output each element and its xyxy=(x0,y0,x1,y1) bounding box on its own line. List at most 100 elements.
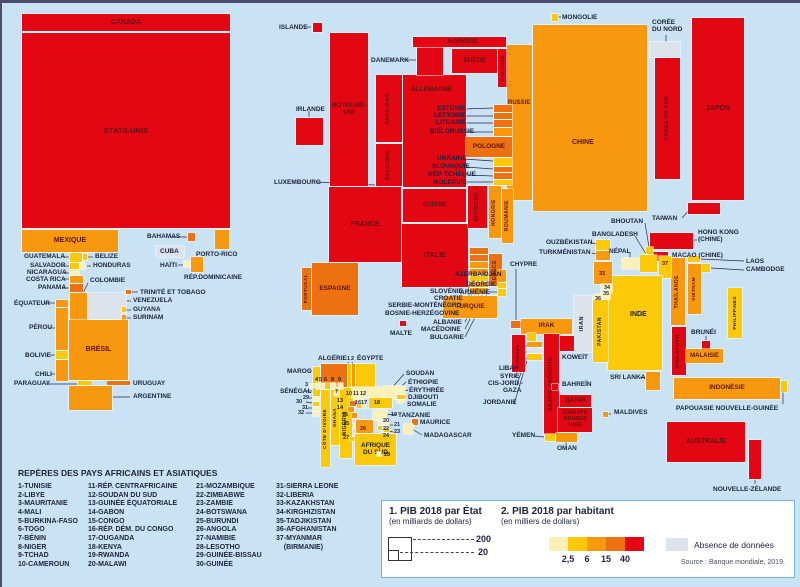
map-label-alg-rie: ALGÉRIE xyxy=(318,355,347,362)
map-frame-left xyxy=(0,0,2,587)
country-maurice xyxy=(412,419,418,425)
country-kazakhstan xyxy=(594,262,612,284)
map-label-allemagne: ALLEMAGNE xyxy=(411,86,453,93)
country-ghana: GHANA xyxy=(331,390,339,445)
country-mongolie xyxy=(552,14,558,21)
key-column-4: 31-SIERRA LEONE 32-LIBERIA 33-KAZAKHSTAN… xyxy=(276,483,339,551)
country-label-suisse: SUISSE xyxy=(422,201,447,209)
map-label-y-men: YÉMEN xyxy=(512,432,536,439)
country-jordanie xyxy=(527,354,542,360)
map-label-bi-lorussie: BIÉLORUSSIE xyxy=(430,128,475,135)
map-label-maldives: MALDIVES xyxy=(614,409,648,416)
country-label-pologne: POLOGNE xyxy=(472,142,506,150)
country-label-japon: JAPON xyxy=(705,105,731,113)
capita-tick-2-5: 2,5 xyxy=(561,554,575,564)
country-centrafricaine-11 xyxy=(354,398,358,403)
pointer-line xyxy=(388,430,394,433)
country-trinite-et-tobago xyxy=(126,290,131,294)
country-tunisie-1 xyxy=(348,364,351,387)
country-etats-unis: ÉTATS-UNIS xyxy=(22,33,230,228)
map-label-tanzanie: TANZANIE xyxy=(398,412,431,419)
country-macedoine xyxy=(470,282,488,287)
map-label-macao-chine: MACAO (CHINE) xyxy=(672,252,723,259)
country-sri-lanka xyxy=(646,372,660,390)
map-label-kowe-t: KOWEÏT xyxy=(562,354,588,361)
country-afghanistan xyxy=(594,294,610,299)
country-libye-2 xyxy=(352,364,355,387)
country-guinee-equatoriale-13 xyxy=(350,401,356,406)
map-label-mongolie: MONGOLIE xyxy=(562,14,598,21)
map-label-salvador: SALVADOR xyxy=(30,262,66,269)
map-label-33: 33 xyxy=(599,271,606,277)
country-indonesie: INDONÉSIE xyxy=(674,378,780,399)
country-hong-kong xyxy=(650,233,693,249)
key-title: REPÈRES DES PAYS AFRICAINS ET ASIATIQUES xyxy=(18,468,218,478)
country-kirghizistan xyxy=(601,284,612,288)
legend-size-value-small: 20 xyxy=(478,547,489,557)
map-label-venezuela: VENEZUELA xyxy=(133,297,173,304)
country-turquie: TURQUIE xyxy=(443,296,497,318)
country-lettonie xyxy=(494,113,512,119)
map-label-nicaragua: NICARAGUA xyxy=(27,269,67,276)
country-myanmar xyxy=(659,256,671,278)
map-label-15: 15 xyxy=(342,412,349,418)
country-bahamas xyxy=(188,233,195,241)
country-panama xyxy=(70,284,83,292)
country-slovenie xyxy=(470,248,488,254)
country-pologne: POLOGNE xyxy=(466,137,512,157)
country-bahrein xyxy=(552,384,558,390)
country-guatemala xyxy=(70,253,82,262)
legend-size-value-big: 200 xyxy=(476,534,492,544)
country-label-belgique: BELGIQUE xyxy=(385,149,392,181)
country-madagascar xyxy=(404,424,413,434)
key-column-1: 1-TUNISIE 2-LIBYE 3-MAURITANIE 4-MALI 5-… xyxy=(18,483,78,569)
map-label-moldavie: MOLDAVIE xyxy=(433,179,467,186)
map-label-10: 10 xyxy=(346,391,353,397)
country-hongrie: HONGRIE xyxy=(489,186,501,238)
pointer-line xyxy=(634,235,647,255)
country-chili xyxy=(56,360,68,381)
legend-panel: 1. PIB 2018 par État (en milliards de do… xyxy=(381,500,795,578)
country-label-pays-bas: PAYS-BAS xyxy=(385,92,392,125)
map-label-cor-e-du-nord: CORÉE DU NORD xyxy=(652,19,683,34)
country-label-cote-d-ivoire: CÔTE D'IVOIRE xyxy=(322,408,328,449)
map-label-slov-nie: SLOVÉNIE xyxy=(430,288,463,295)
pointer-line xyxy=(305,401,313,404)
map-label-gaza: GAZA xyxy=(503,387,522,394)
country-irak: IRAK xyxy=(521,319,572,334)
map-label-7: 7 xyxy=(335,389,339,395)
country-maroc xyxy=(313,367,320,383)
country-perou xyxy=(56,308,68,350)
country-label-bresil: BRÉSIL xyxy=(85,346,112,354)
map-label-quateur: ÉQUATEUR xyxy=(14,300,50,307)
country-label-espagne: ESPAGNE xyxy=(319,284,351,292)
country-label-suede: SUÈDE xyxy=(463,56,486,64)
map-label-soudan: SOUDAN xyxy=(406,370,435,377)
country-label-emirats-arabes-unis: ÉMIRATS ARABES UNIS xyxy=(562,410,588,428)
map-label-porto-rico: PORTO-RICO xyxy=(196,251,238,258)
country-label-autriche: AUTRICHE xyxy=(473,192,480,222)
map-label-9: 9 xyxy=(338,377,342,383)
map-label-argentine: ARGENTINE xyxy=(133,393,172,400)
country-soudan xyxy=(352,387,392,398)
map-label-chypre: CHYPRE xyxy=(510,261,538,268)
country-label-finlande: FINLANDE xyxy=(499,54,505,82)
country-norvege xyxy=(413,37,506,47)
country-coree-du-sud: CORÉE DU SUD xyxy=(655,58,680,179)
map-label-surinam: SURINAM xyxy=(133,314,164,321)
country-label-qatar: QATAR xyxy=(565,397,586,404)
country-porto-rico xyxy=(215,230,229,249)
country-liban xyxy=(527,333,536,341)
country-label-france: FRANCE xyxy=(350,220,380,228)
country-label-irak: IRAK xyxy=(538,322,555,330)
map-label-taiwan: TAIWAN xyxy=(652,215,678,222)
country-angola-26 xyxy=(356,420,373,433)
country-nouvelle-zelande xyxy=(749,440,761,479)
country-bosnie-herzegovine xyxy=(470,269,488,275)
country-canada: CANADA xyxy=(22,14,230,31)
country-guinee-bissau-29 xyxy=(313,397,319,401)
country-oman xyxy=(556,433,577,442)
country-france: FRANCE xyxy=(329,187,401,262)
pointer-line xyxy=(464,107,494,110)
map-label-albanie: ALBANIE xyxy=(433,319,462,326)
